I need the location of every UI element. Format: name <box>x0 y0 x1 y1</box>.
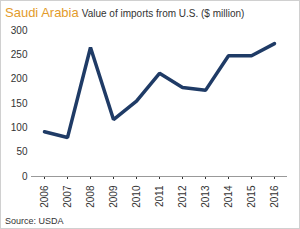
svg-text:2016: 2016 <box>269 185 280 208</box>
svg-text:2007: 2007 <box>62 185 73 208</box>
svg-text:2013: 2013 <box>200 185 211 208</box>
svg-text:150: 150 <box>11 98 28 109</box>
svg-text:200: 200 <box>11 73 28 84</box>
html-text:Saudi Arabia Value of imports: Saudi Arabia Value of imports from U.S. … <box>5 5 245 20</box>
svg-text:250: 250 <box>11 49 28 60</box>
svg-text:300: 300 <box>11 25 28 36</box>
svg-text:2014: 2014 <box>223 185 234 208</box>
svg-text:100: 100 <box>11 122 28 133</box>
svg-text:2010: 2010 <box>131 185 142 208</box>
svg-text:2012: 2012 <box>177 185 188 208</box>
svg-text:2009: 2009 <box>108 185 119 208</box>
svg-text:2008: 2008 <box>85 185 96 208</box>
svg-text:2011: 2011 <box>154 185 165 207</box>
svg-text:50: 50 <box>16 146 28 157</box>
html-text:Source: USDA: Source: USDA <box>5 216 64 226</box>
svg-text:2006: 2006 <box>39 185 50 208</box>
svg-text:0: 0 <box>22 171 28 182</box>
svg-text:2015: 2015 <box>246 185 257 208</box>
